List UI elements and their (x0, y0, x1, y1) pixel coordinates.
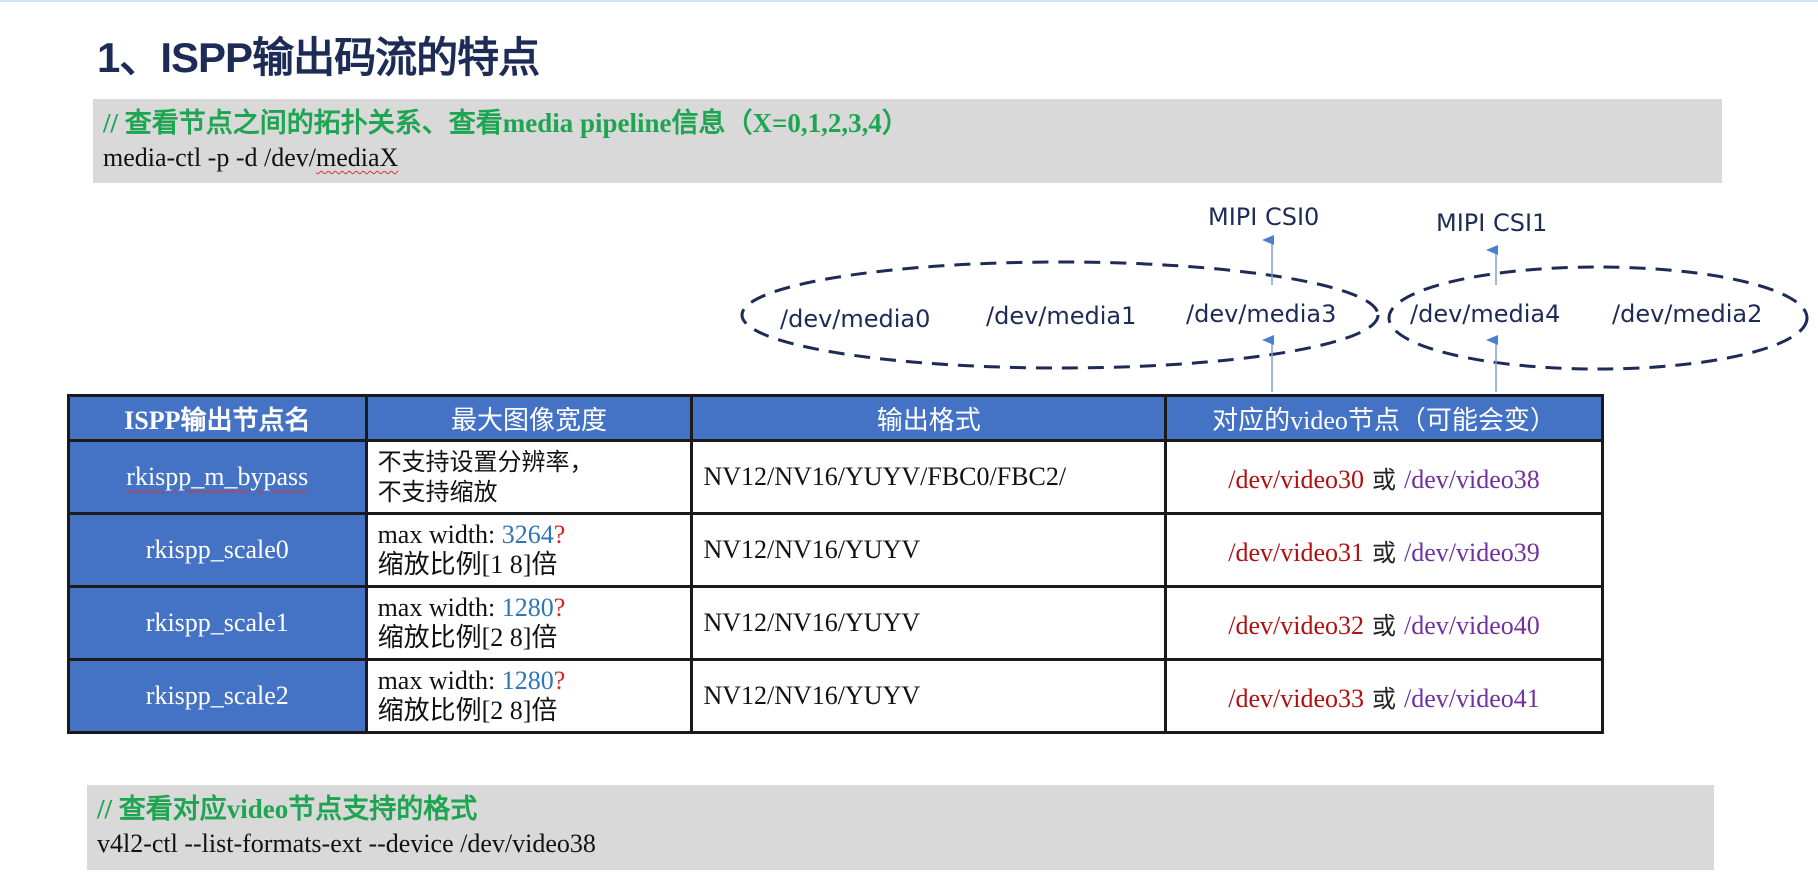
format-cell: NV12/NV16/YUYV (690, 658, 1168, 734)
media-group-ellipse-2 (1387, 265, 1809, 371)
question-mark: ? (553, 520, 566, 549)
or-text: 或 (1372, 538, 1397, 567)
mipi-csi1-label: MIPI CSI1 (1436, 209, 1548, 237)
width-note: 不支持设置分辨率， (377, 448, 594, 476)
format-cell: NV12/NV16/YUYV/FBC0/FBC2/ (690, 439, 1168, 515)
video-node-cell: /dev/video32 或/dev/video40 (1164, 585, 1604, 661)
slide-title: 1、ISPP输出码流的特点 (97, 34, 540, 81)
or-text: 或 (1372, 611, 1397, 640)
mipi-csi0-label: MIPI CSI0 (1208, 203, 1320, 231)
width-label: max width: (377, 520, 502, 549)
width-value: 1280 (501, 593, 554, 622)
video-node-a: /dev/video30 (1228, 464, 1365, 494)
cmd-prefix: media-ctl -p -d /dev/ (103, 143, 316, 172)
scale-note: 不支持缩放 (377, 478, 498, 506)
media-node: /dev/media2 (1612, 300, 1763, 328)
video-node-cell: /dev/video33 或/dev/video41 (1164, 658, 1604, 734)
code-comment: // 查看对应video节点支持的格式 (97, 794, 478, 824)
width-value: 1280 (501, 666, 554, 695)
width-label: max width: (377, 666, 502, 695)
column-header: 输出格式 (690, 394, 1168, 442)
table-row: rkispp_scale1 max width: 1280? 缩放比例[2 8]倍… (67, 585, 1604, 661)
video-node-a: /dev/video32 (1228, 610, 1365, 640)
ispp-output-table: ISPP输出节点名 最大图像宽度 输出格式 对应的video节点（可能会变） r… (67, 394, 1604, 734)
or-text: 或 (1372, 465, 1397, 494)
scale-note: 缩放比例[1 8]倍 (377, 550, 558, 579)
or-text: 或 (1372, 684, 1397, 713)
question-mark: ? (553, 593, 566, 622)
node-name: rkispp_scale0 (67, 512, 368, 588)
node-name: rkispp_m_bypass (67, 439, 368, 515)
video-node-a: /dev/video33 (1228, 683, 1365, 713)
format-cell: NV12/NV16/YUYV (690, 512, 1168, 588)
table-row: rkispp_m_bypass 不支持设置分辨率， 不支持缩放 NV12/NV16… (67, 439, 1604, 515)
question-mark: ? (553, 666, 566, 695)
top-border (0, 0, 1818, 2)
table-row: rkispp_scale0 max width: 3264? 缩放比例[1 8]倍… (67, 512, 1604, 588)
video-node-b: /dev/video38 (1404, 464, 1540, 494)
max-width-cell: max width: 1280? 缩放比例[2 8]倍 (364, 585, 694, 661)
code-command: v4l2-ctl --list-formats-ext --device /de… (97, 829, 596, 858)
video-node-b: /dev/video41 (1404, 683, 1540, 713)
scale-note: 缩放比例[2 8]倍 (377, 696, 558, 725)
video-node-b: /dev/video39 (1404, 537, 1540, 567)
column-header: 最大图像宽度 (364, 394, 694, 442)
node-name: rkispp_scale1 (67, 585, 368, 661)
node-name-text: rkispp_m_bypass (126, 462, 309, 491)
max-width-cell: 不支持设置分辨率， 不支持缩放 (364, 439, 694, 515)
node-name: rkispp_scale2 (67, 658, 368, 734)
code-comment: // 查看节点之间的拓扑关系、查看media pipeline信息（X=0,1,… (103, 108, 909, 138)
video-node-a: /dev/video31 (1228, 537, 1365, 567)
code-box-media: // 查看节点之间的拓扑关系、查看media pipeline信息（X=0,1,… (93, 99, 1722, 183)
media-group-ellipse-1 (740, 260, 1380, 370)
format-cell: NV12/NV16/YUYV (690, 585, 1168, 661)
max-width-cell: max width: 1280? 缩放比例[2 8]倍 (364, 658, 694, 734)
video-node-cell: /dev/video30 或/dev/video38 (1164, 439, 1604, 515)
width-label: max width: (377, 593, 502, 622)
cmd-word: mediaX (315, 143, 399, 172)
width-value: 3264 (501, 520, 554, 549)
media-node: /dev/media3 (1186, 300, 1337, 328)
max-width-cell: max width: 3264? 缩放比例[1 8]倍 (364, 512, 694, 588)
table-row: rkispp_scale2 max width: 1280? 缩放比例[2 8]倍… (67, 658, 1604, 734)
column-header: 对应的video节点（可能会变） (1164, 394, 1604, 442)
video-node-b: /dev/video40 (1404, 610, 1540, 640)
column-header: ISPP输出节点名 (67, 394, 368, 442)
scale-note: 缩放比例[2 8]倍 (377, 623, 558, 652)
video-node-cell: /dev/video31 或/dev/video39 (1164, 512, 1604, 588)
media-node: /dev/media4 (1410, 300, 1561, 328)
code-box-video: // 查看对应video节点支持的格式 v4l2-ctl --list-form… (87, 785, 1714, 870)
table-header-row: ISPP输出节点名 最大图像宽度 输出格式 对应的video节点（可能会变） (67, 394, 1604, 442)
media-node: /dev/media1 (986, 302, 1137, 330)
code-command: media-ctl -p -d /dev/mediaX (103, 141, 1712, 175)
media-node: /dev/media0 (780, 305, 931, 333)
